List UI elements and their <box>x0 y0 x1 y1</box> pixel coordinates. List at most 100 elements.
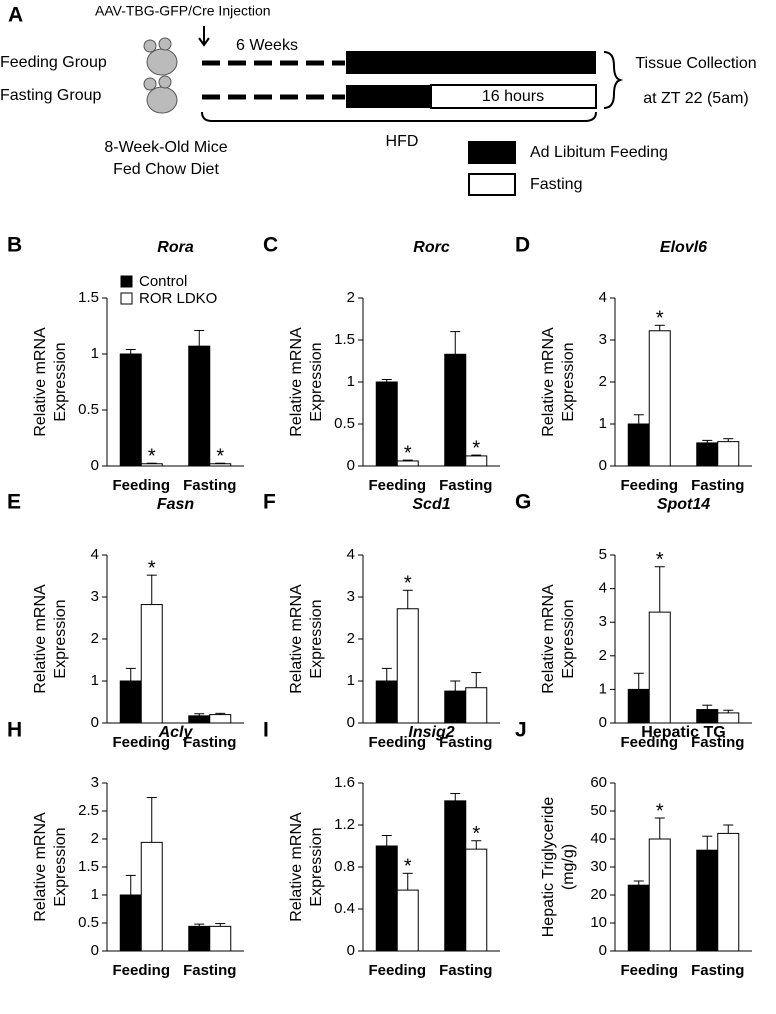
bar <box>209 714 232 724</box>
panel-label: E <box>7 491 21 514</box>
panel-label: H <box>7 719 22 742</box>
significance: * <box>216 445 224 467</box>
significance: * <box>404 573 412 595</box>
legend-label: Fasting <box>530 176 582 193</box>
significance: * <box>148 557 156 579</box>
y-tick-label: 50 <box>590 802 607 819</box>
y-tick-label: 4 <box>599 580 607 597</box>
y-tick-label: 2 <box>91 830 99 847</box>
chart: J Hepatic TG Hepatic Triglyceride (mg/g) 0 10… <box>515 719 752 979</box>
chart: D Elovl6 Relative mRNA Expression 0 1 2 3 4 Feedi… <box>515 234 752 494</box>
x-tick-label: Feeding <box>368 962 426 979</box>
bracket <box>201 111 597 122</box>
significance: * <box>656 800 664 822</box>
y-tick-label: 2 <box>347 289 355 306</box>
x-tick-label: Feeding <box>112 734 170 751</box>
bar <box>140 841 163 952</box>
bar <box>444 353 467 467</box>
significance: * <box>404 442 412 464</box>
y-axis-label: Expression <box>560 342 577 421</box>
y-tick-label: 0.5 <box>78 914 99 931</box>
x-tick-label: Feeding <box>620 477 678 494</box>
significance: * <box>404 856 412 878</box>
bar <box>119 894 142 952</box>
chart: I Insig2 Relative mRNA Expression 0 0.4 0.8 1.2… <box>263 719 500 979</box>
y-tick-label: 30 <box>590 858 607 875</box>
x-tick-label: Feeding <box>368 477 426 494</box>
diagram: A AAV-TBG-GFP/Cre Injection 6 Weeks Feed… <box>0 3 757 196</box>
y-tick-label: 0 <box>599 942 607 959</box>
y-tick-label: 1 <box>347 672 355 689</box>
chart: B Rora Relative mRNA Expression 0 0.5 1 1.5 Feed… <box>7 234 244 494</box>
bar <box>465 687 488 724</box>
legend-label: Control <box>139 273 187 290</box>
y-tick-label: 0.8 <box>334 858 355 875</box>
bar <box>648 330 671 467</box>
y-axis-label: Relative mRNA <box>32 327 49 437</box>
x-tick-label: Feeding <box>112 962 170 979</box>
mice-label: 8-Week-Old Mice <box>104 139 227 156</box>
legend-swatch <box>468 173 516 196</box>
y-tick-label: 1 <box>347 373 355 390</box>
y-axis-label: Relative mRNA <box>288 327 305 437</box>
y-tick-label: 0.4 <box>334 900 355 917</box>
y-tick-label: 1.5 <box>78 289 99 306</box>
x-tick-label: Fasting <box>183 477 236 494</box>
panel-label: C <box>263 234 278 257</box>
y-axis-label: Relative mRNA <box>32 812 49 922</box>
y-axis-label: Relative mRNA <box>540 327 557 437</box>
y-axis-label: (mg/g) <box>560 844 577 890</box>
y-tick-label: 1 <box>91 345 99 362</box>
bar <box>717 712 740 724</box>
y-tick-label: 2 <box>599 373 607 390</box>
bar <box>119 353 142 467</box>
y-tick-label: 0 <box>599 714 607 731</box>
y-axis-label: Expression <box>308 827 325 906</box>
bar <box>375 845 398 952</box>
y-tick-label: 0 <box>91 457 99 474</box>
x-tick-label: Fasting <box>691 477 744 494</box>
legend-swatch <box>120 275 133 288</box>
y-tick-label: 1.5 <box>334 331 355 348</box>
bar <box>648 838 671 952</box>
legend-swatch <box>120 292 133 305</box>
significance: * <box>656 308 664 330</box>
fasting-bar <box>430 84 597 109</box>
chart: C Rorc Relative mRNA Expression 0 0.5 1 1.5 2 Fee… <box>263 234 500 494</box>
x-tick-label: Fasting <box>439 734 492 751</box>
y-tick-label: 0 <box>347 714 355 731</box>
x-tick-label: Feeding <box>112 477 170 494</box>
y-axis-label: Relative mRNA <box>288 812 305 922</box>
legend-label: ROR LDKO <box>139 290 217 307</box>
y-axis-label: Expression <box>52 827 69 906</box>
y-tick-label: 4 <box>91 546 99 563</box>
panel-label: J <box>515 719 527 742</box>
significance: * <box>148 445 156 467</box>
panel-label: I <box>263 719 269 742</box>
y-axis-label: Expression <box>560 599 577 678</box>
mouse-icon <box>143 37 178 114</box>
feeding-bar <box>346 51 596 74</box>
fasting-time: 16 hours <box>482 88 544 105</box>
y-tick-label: 10 <box>590 914 607 931</box>
bar <box>375 680 398 724</box>
panel-label: A <box>8 4 23 27</box>
y-axis-label: Relative mRNA <box>540 584 557 694</box>
fasting-group-label: Fasting Group <box>0 87 101 104</box>
legend-label: Ad Libitum Feeding <box>530 144 668 161</box>
chart-title: Hepatic TG <box>641 724 725 741</box>
x-tick-label: Fasting <box>439 962 492 979</box>
mice-label: Fed Chow Diet <box>113 161 219 178</box>
bar <box>396 608 419 724</box>
chart: H Acly Relative mRNA Expression 0 0.5 1 1.5 2 2.5… <box>7 719 244 979</box>
y-tick-label: 0.5 <box>78 401 99 418</box>
chart-title: Rorc <box>413 239 450 256</box>
panel-label: B <box>7 234 22 257</box>
y-tick-label: 60 <box>590 774 607 791</box>
feeding-group-label: Feeding Group <box>0 54 107 71</box>
chart-title: Acly <box>158 724 194 741</box>
duration-label: 6 Weeks <box>236 37 298 54</box>
bar <box>627 688 650 724</box>
y-tick-label: 2.5 <box>78 802 99 819</box>
y-tick-label: 1 <box>599 680 607 697</box>
